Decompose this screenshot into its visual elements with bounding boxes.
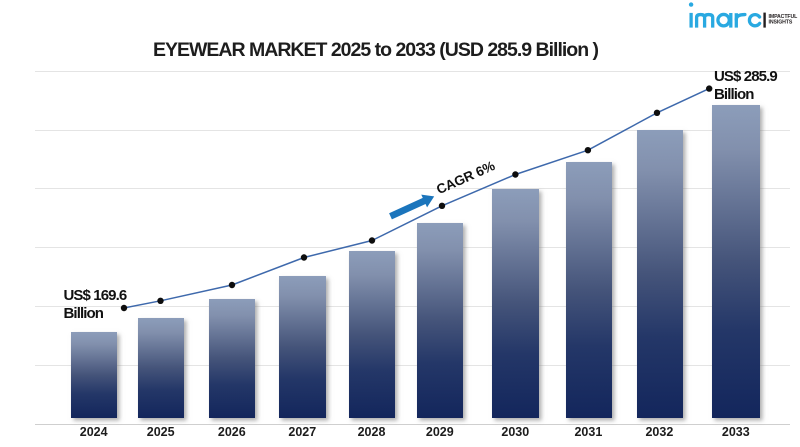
svg-text:IMPACTFUL: IMPACTFUL bbox=[769, 14, 799, 20]
svg-text:INSIGHTS: INSIGHTS bbox=[769, 20, 793, 26]
